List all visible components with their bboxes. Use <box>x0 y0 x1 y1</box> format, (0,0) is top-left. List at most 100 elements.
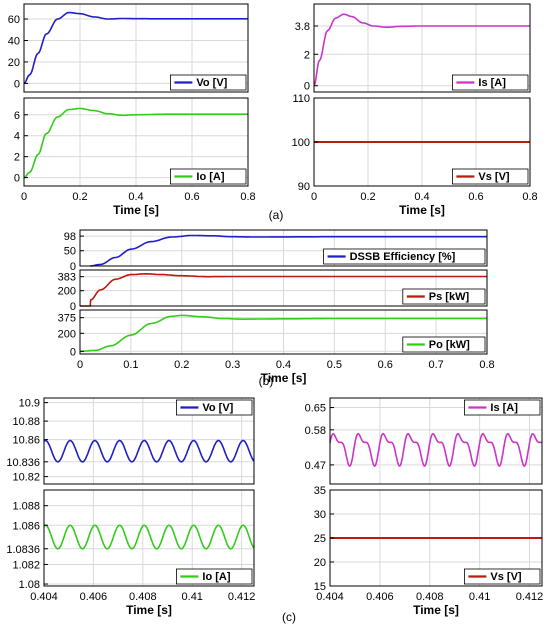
series-line-a3-0 <box>313 13 530 87</box>
x-tick-label: 0 <box>311 191 317 203</box>
chart-a4: Vs [V] 90 100 110 0 0.2 0.4 0.6 0.8 Time [s] <box>292 93 538 217</box>
chart-c4: Vs [V] 15 20 25 30 35 0.404 0.406 0.408 0.41 0.412… <box>314 485 544 617</box>
x-tick-label: 0.6 <box>468 191 483 203</box>
legend-a2: Io [A] <box>169 168 247 185</box>
y-tick-label: 10.86 <box>12 435 40 447</box>
series-line-c2-0 <box>43 524 255 550</box>
legend-label: Vo [V] <box>202 402 233 414</box>
plot-frame <box>79 269 488 307</box>
plot-frame <box>23 3 249 93</box>
y-tick-label: 40 <box>8 35 20 47</box>
chart-b3: Po [kW] 0 200 375 0 0.1 0.2 0.3 0.4 0.5 0.6 0.7 0.8 T… <box>58 309 495 385</box>
legend-label: Io [A] <box>196 171 224 183</box>
x-tick-label: 0 <box>77 359 83 371</box>
x-tick-label: 0.1 <box>123 359 138 371</box>
x-tick-label: 0.406 <box>80 591 108 603</box>
y-tick-label: 1.08 <box>19 579 40 591</box>
legend-label: Vs [V] <box>478 171 510 183</box>
x-tick-label: 0.2 <box>360 191 375 203</box>
y-tick-label: 1.086 <box>12 520 40 532</box>
chart-a0: 0 0.2 0.4 0.6 0.8 Time [s] <box>21 191 256 217</box>
x-tick-label: 0.7 <box>428 359 443 371</box>
y-tick-label: 6 <box>14 110 20 122</box>
y-tick-label: 0.47 <box>305 460 326 472</box>
series-line-a2-0 <box>23 107 248 179</box>
y-tick-label: 1.082 <box>12 559 40 571</box>
plot-frame <box>329 397 543 485</box>
chart-b2: Ps [kW] 0 200 383 <box>58 269 488 313</box>
legend-box <box>451 168 529 185</box>
chart-a3: Is [A] 0 2 3.8 <box>295 3 531 93</box>
y-tick-label: 98 <box>64 231 76 243</box>
x-tick-label: 0.4 <box>276 359 291 371</box>
y-tick-label: 0 <box>70 261 76 273</box>
plot-frame <box>43 489 255 587</box>
y-tick-label: 0 <box>70 346 76 358</box>
y-tick-label: 3.8 <box>295 21 310 33</box>
plot-frame <box>43 397 255 485</box>
x-tick-label: 0.408 <box>129 591 157 603</box>
y-tick-label: 0 <box>14 173 20 185</box>
x-tick-label: 0.404 <box>30 591 58 603</box>
legend-c4: Vs [V] <box>463 568 541 585</box>
y-tick-label: 200 <box>58 286 76 298</box>
y-tick-label: 2 <box>14 152 20 164</box>
y-tick-label: 10.88 <box>12 416 40 428</box>
legend-b2: Ps [kW] <box>402 288 486 305</box>
legend-box <box>463 399 541 416</box>
y-tick-label: 0 <box>304 81 310 93</box>
x-axis-label: Time [s] <box>126 603 172 617</box>
plot-frame <box>313 3 531 93</box>
legend-a1: Vo [V] <box>169 74 247 91</box>
x-tick-label: 0.412 <box>228 591 256 603</box>
y-tick-label: 4 <box>14 131 20 143</box>
legend-label: Io [A] <box>202 571 230 583</box>
chart-c2: Io [A] 1.08 1.082 1.0836 1.086 1.088 0.404 0.40… <box>6 489 256 617</box>
legend-label: DSSB Efficiency [%] <box>350 251 456 263</box>
series-line-b3-0 <box>80 314 487 353</box>
y-tick-label: 0.65 <box>305 403 326 415</box>
y-tick-label: 110 <box>292 93 310 105</box>
panel-caption: (a) <box>269 208 284 222</box>
y-tick-label: 1.088 <box>12 501 40 513</box>
series-line-c1-0 <box>43 439 255 463</box>
legend-label: Vs [V] <box>490 571 522 583</box>
y-tick-label: 10.82 <box>12 472 40 484</box>
chart-b1: DSSB Efficiency [%] 0 50 98 <box>64 229 488 273</box>
legend-label: Ps [kW] <box>429 291 470 303</box>
panel-caption: (b) <box>259 374 274 388</box>
x-axis-label: Time [s] <box>261 371 307 385</box>
x-tick-label: 0.41 <box>469 591 490 603</box>
legend-label: Is [A] <box>478 77 506 89</box>
x-tick-label: 0.8 <box>479 359 494 371</box>
x-tick-label: 0.408 <box>416 591 444 603</box>
panel-caption: (c) <box>282 610 296 624</box>
y-tick-label: 100 <box>292 137 310 149</box>
legend-c2: Io [A] <box>175 568 253 585</box>
y-tick-label: 20 <box>8 57 20 69</box>
y-tick-label: 0.58 <box>305 425 326 437</box>
legend-box <box>402 288 486 305</box>
x-tick-label: 0.4 <box>414 191 429 203</box>
x-tick-label: 0.6 <box>184 191 199 203</box>
legend-box <box>169 74 247 91</box>
y-tick-label: 50 <box>64 246 76 258</box>
series-line-b2-0 <box>80 272 487 307</box>
y-tick-label: 2 <box>304 49 310 61</box>
y-tick-label: 25 <box>314 533 326 545</box>
legend-label: Is [A] <box>490 402 518 414</box>
x-axis-label: Time [s] <box>413 603 459 617</box>
x-axis-label: Time [s] <box>399 203 445 217</box>
x-tick-label: 0.4 <box>128 191 143 203</box>
legend-box <box>175 399 253 416</box>
x-tick-label: 0.406 <box>366 591 394 603</box>
legend-label: Po [kW] <box>429 339 470 351</box>
y-tick-label: 90 <box>298 181 310 193</box>
legend-b3: Po [kW] <box>402 336 486 353</box>
x-tick-label: 0.3 <box>225 359 240 371</box>
legend-box <box>175 568 253 585</box>
x-tick-label: 0.41 <box>182 591 203 603</box>
legend-c1: Vo [V] <box>175 399 253 416</box>
x-tick-label: 0.6 <box>378 359 393 371</box>
